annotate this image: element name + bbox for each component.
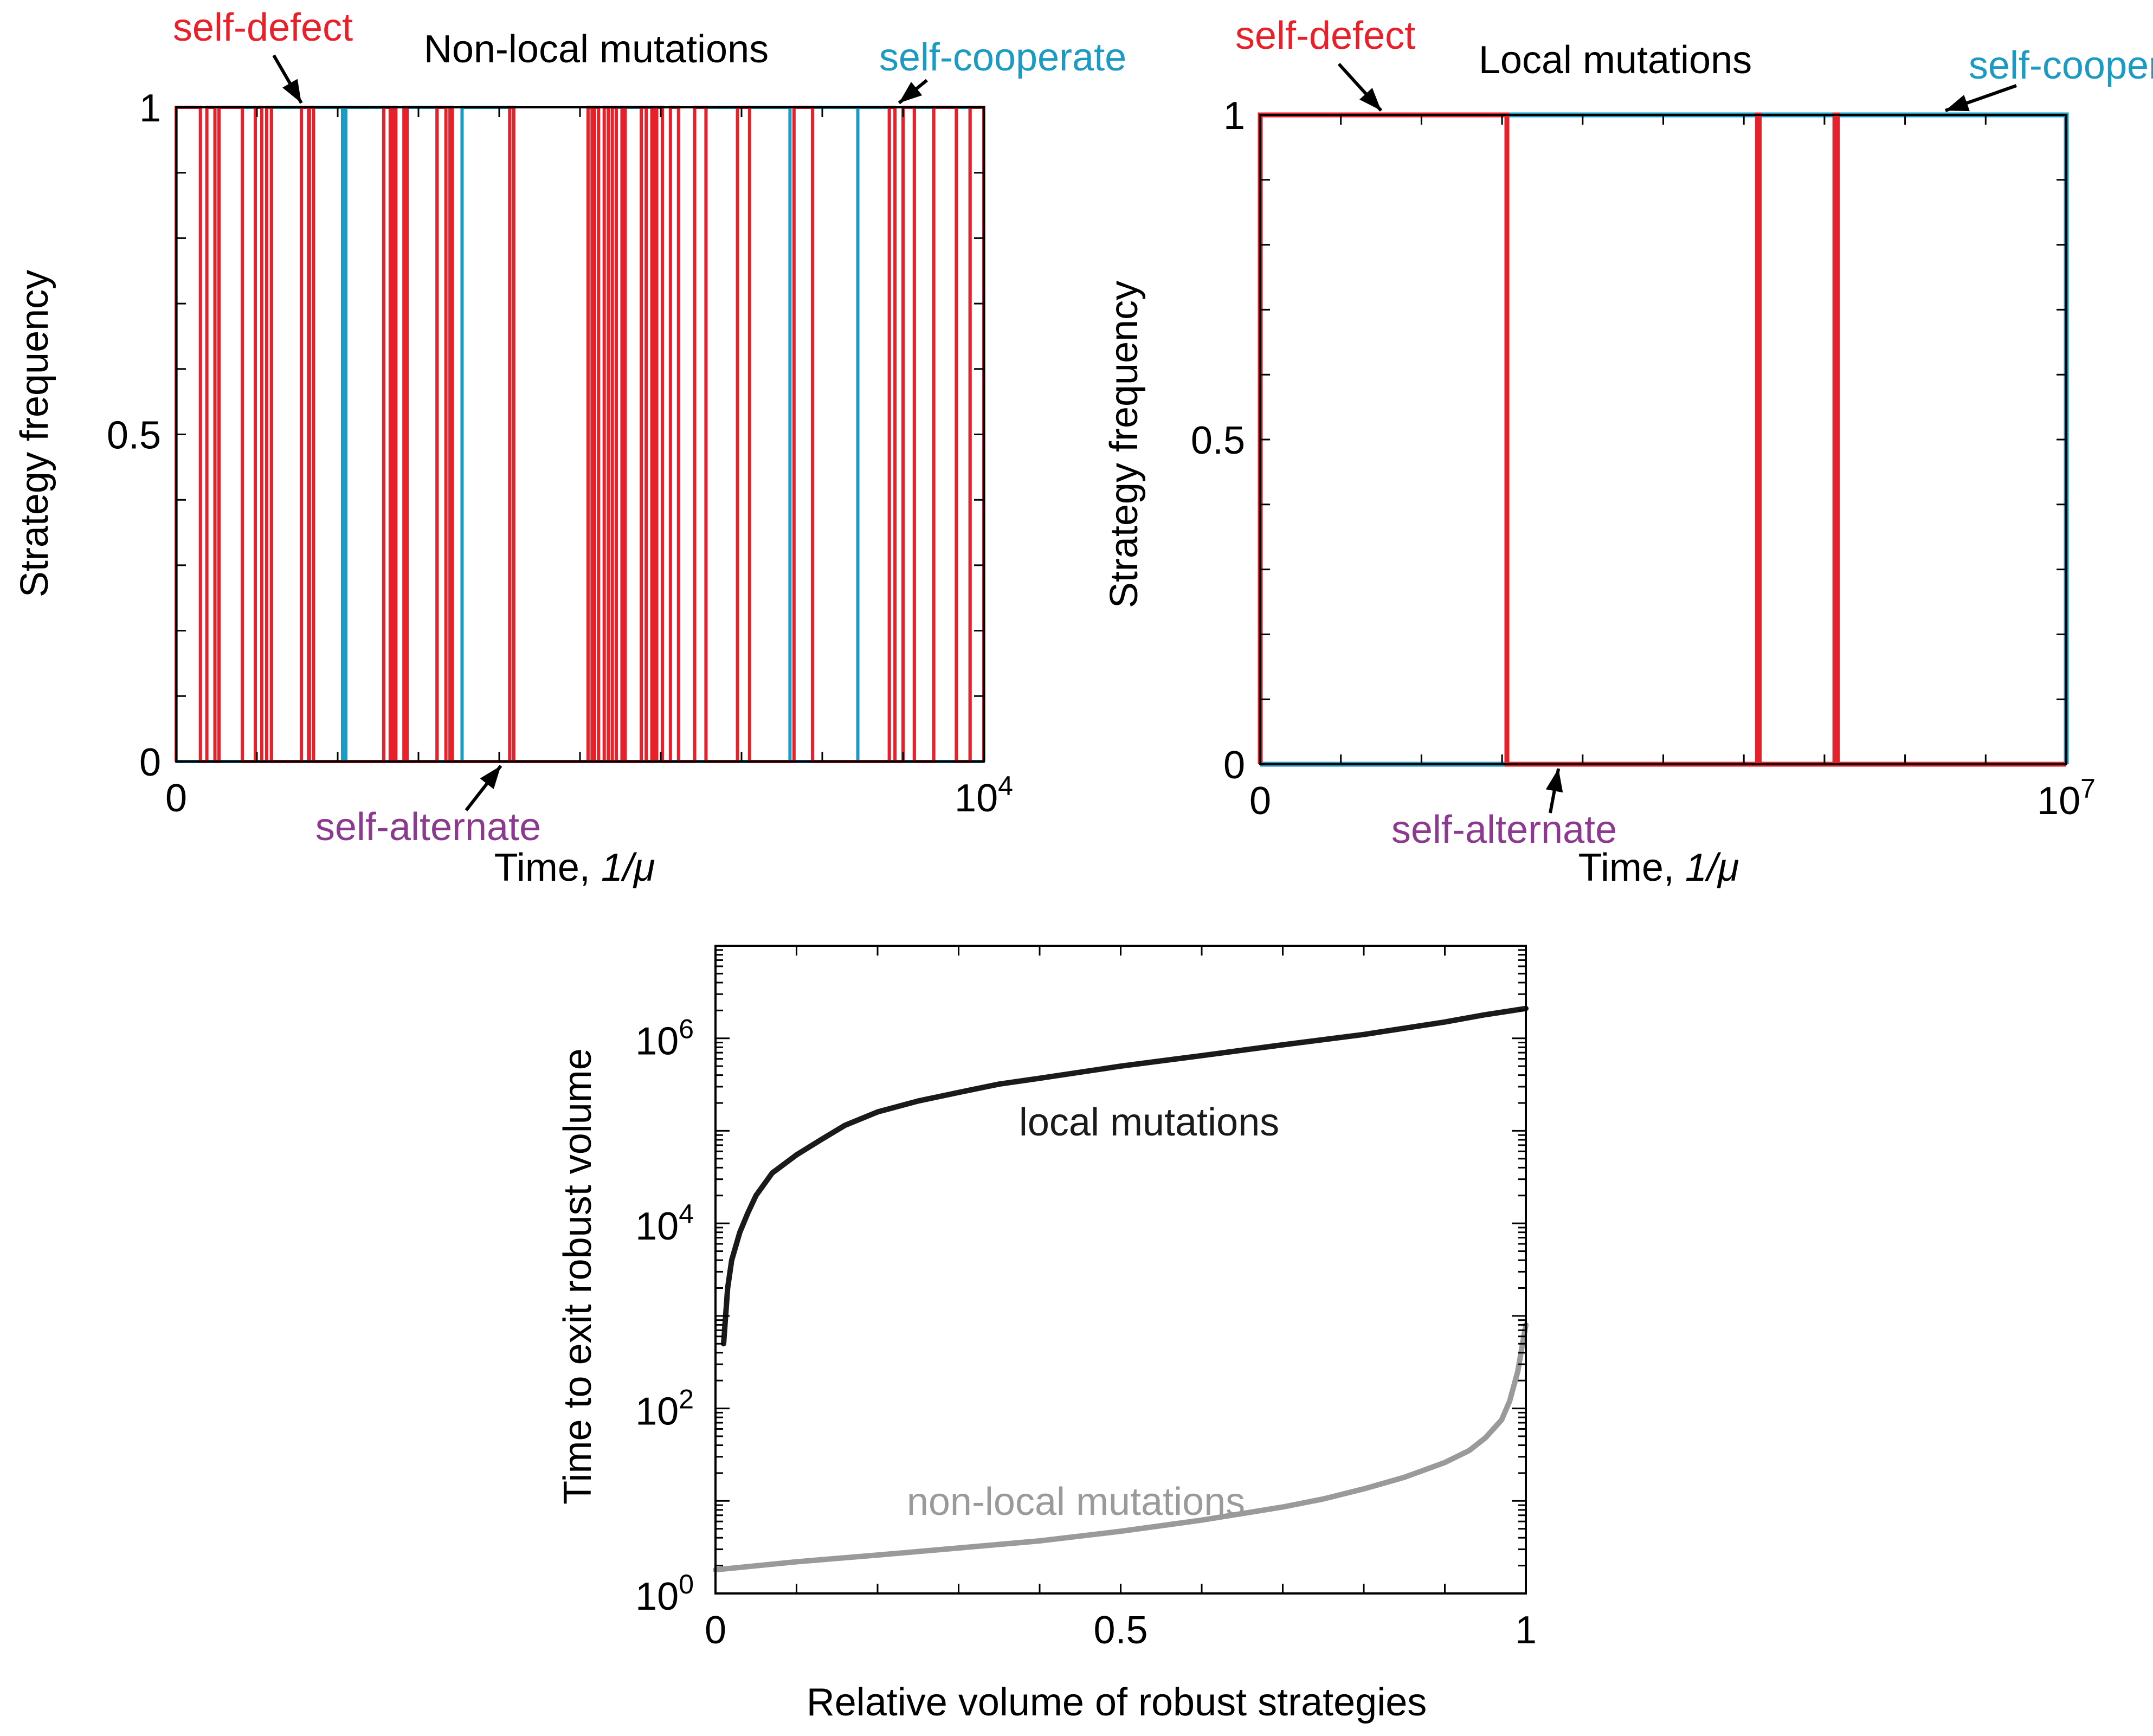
panel-nonlocal: Non-local mutations Strategy frequency T… [13, 6, 1126, 889]
x-tick-label-base: 10 [955, 777, 998, 820]
plot-frame [1259, 114, 2067, 765]
x-tick-label-base: 0 [165, 777, 187, 820]
x-tick-label-base: 10 [2037, 779, 2080, 823]
panel-robust-ylabel: Time to exit robust volume [556, 1048, 600, 1505]
y-tick-label-base: 10 [635, 1020, 679, 1063]
x-tick-label-base: 0.5 [1093, 1609, 1148, 1652]
x-tick-label-base: 0 [1249, 779, 1271, 823]
annotation-self-cooperate: self-cooperate [879, 36, 1126, 79]
x-tick-label: 0 [165, 777, 187, 820]
series-self-defect [1258, 112, 2066, 767]
panel-nonlocal-xlabel-unit: 1/μ [601, 846, 655, 889]
panel-nonlocal-ylabel: Strategy frequency [13, 270, 56, 597]
y-tick-label-base: 10 [635, 1205, 679, 1248]
panel-nonlocal-xlabel-text: Time, [494, 846, 601, 889]
x-tick-label: 0 [1249, 779, 1271, 823]
annotation-self-defect: self-defect [173, 6, 353, 49]
annotation-self-alternate: self-alternate [315, 805, 541, 849]
y-tick-label-base: 0 [139, 741, 161, 784]
panel-local-title: Local mutations [1479, 38, 1752, 82]
series-self-cooperate [176, 106, 984, 763]
series-self-cooperate [1260, 112, 2069, 767]
y-tick-label-sup: 2 [679, 1384, 694, 1415]
plot-frame [175, 106, 985, 763]
annotation-self-defect: self-defect [1235, 14, 1415, 57]
x-tick-label: 107 [2037, 773, 2096, 823]
y-tick-label: 104 [635, 1199, 694, 1248]
panel-robust: Time to exit robust volume Relative volu… [556, 945, 1537, 1724]
plot-nonlocal: 00.510 104self-defectself-cooperateself-a… [107, 6, 1126, 849]
panel-robust-xlabel: Relative volume of robust strategies [807, 1681, 1427, 1724]
x-tick-label-sup: 4 [998, 771, 1013, 801]
x-tick-label: 0 [705, 1609, 726, 1652]
y-tick-label-base: 0.5 [107, 414, 161, 457]
panel-local-xlabel-text: Time, [1578, 846, 1685, 889]
y-tick-label-base: 10 [635, 1575, 679, 1618]
y-tick-label: 106 [635, 1014, 694, 1063]
panel-local: Local mutations Strategy frequency Time,… [1103, 14, 2153, 889]
annotation-local-mutations: local mutations [1019, 1101, 1279, 1144]
panel-local-xlabel-unit: 1/μ [1685, 846, 1739, 889]
series-local-mutations [720, 1005, 1529, 1347]
annotation-arrow-head [480, 766, 501, 789]
plot-local: 00.510107self-defectself-cooperateself-a… [1191, 14, 2153, 851]
y-tick-label: 100 [635, 1569, 694, 1618]
y-tick-label-base: 10 [635, 1390, 679, 1434]
annotation-arrow-head [282, 79, 301, 103]
x-tick-label-base: 1 [1515, 1609, 1537, 1652]
y-tick-label: 0.5 [107, 414, 161, 457]
x-tick-label-sup: 7 [2080, 773, 2096, 804]
annotation-arrow-head [1359, 88, 1382, 111]
y-tick-label: 0 [1223, 744, 1245, 787]
panel-local-ylabel: Strategy frequency [1103, 281, 1146, 608]
y-tick-label-sup: 6 [679, 1014, 694, 1044]
y-tick-label: 1 [1223, 94, 1245, 138]
x-tick-label: 0.5 [1093, 1609, 1148, 1652]
y-tick-label-sup: 0 [679, 1569, 694, 1599]
y-tick-label-base: 1 [139, 87, 161, 130]
y-tick-label-base: 1 [1223, 94, 1245, 138]
y-tick-label: 1 [139, 87, 161, 130]
annotation-self-alternate: self-alternate [1391, 808, 1617, 851]
y-tick-label: 0.5 [1191, 419, 1245, 462]
annotation-arrow-head [899, 82, 923, 103]
annotation-arrow-head [1545, 769, 1563, 793]
x-tick-label-base: 0 [705, 1609, 726, 1652]
y-tick-label-sup: 4 [679, 1199, 694, 1229]
annotation-arrow-head [1945, 94, 1970, 112]
series-non-local-mutations [713, 1322, 1529, 1573]
y-tick-label: 102 [635, 1384, 694, 1434]
panel-local-xlabel: Time, 1/μ [1578, 846, 1739, 889]
y-tick-label-base: 0 [1223, 744, 1245, 787]
annotation-non-local-mutations: non-local mutations [907, 1480, 1245, 1524]
panel-nonlocal-xlabel: Time, 1/μ [494, 846, 655, 889]
series-self-defect [175, 106, 985, 763]
x-tick-label: 104 [955, 771, 1013, 820]
annotation-self-cooperate: self-cooperate [1969, 44, 2153, 87]
y-tick-label-base: 0.5 [1191, 419, 1245, 462]
x-tick-label: 1 [1515, 1609, 1537, 1652]
y-tick-label: 0 [139, 741, 161, 784]
panel-nonlocal-title: Non-local mutations [424, 28, 769, 71]
